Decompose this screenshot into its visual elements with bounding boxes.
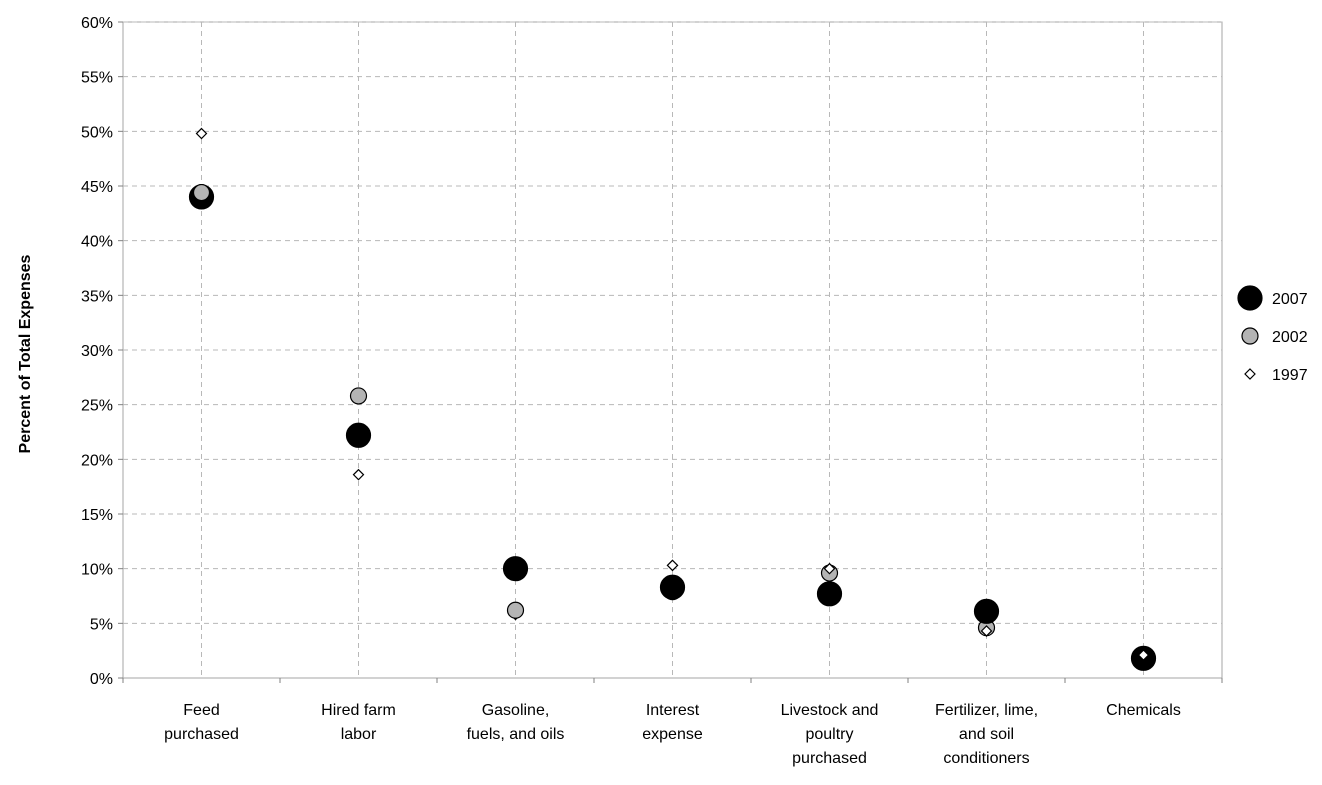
marker-layer bbox=[188, 127, 1157, 671]
y-tick-label: 15% bbox=[81, 507, 113, 524]
y-tick-label: 60% bbox=[81, 15, 113, 32]
y-tick-label: 10% bbox=[81, 562, 113, 579]
category-label: Interest expense bbox=[642, 702, 703, 743]
legend-marker-1997 bbox=[1244, 368, 1256, 380]
y-tick-label: 20% bbox=[81, 452, 113, 469]
y-tick-label: 40% bbox=[81, 234, 113, 251]
legend-marker-2007 bbox=[1237, 285, 1263, 311]
category-label: Feed purchased bbox=[164, 702, 239, 743]
data-point-2007 bbox=[816, 581, 843, 607]
category-label: Livestock and poultry purchased bbox=[781, 702, 879, 767]
data-point-1997-overlay bbox=[823, 562, 836, 575]
data-point-2002 bbox=[506, 601, 525, 619]
y-tick-label: 5% bbox=[90, 616, 113, 633]
y-axis-title: Percent of Total Expenses bbox=[17, 254, 34, 453]
y-tick-label: 45% bbox=[81, 179, 113, 196]
y-tick-label: 0% bbox=[90, 671, 113, 688]
data-point-2002 bbox=[349, 387, 368, 405]
data-point-2007 bbox=[345, 422, 372, 448]
y-tick-label: 50% bbox=[81, 124, 113, 141]
category-label: Hired farm labor bbox=[321, 702, 396, 743]
legend: 2007 2002 1997 bbox=[1237, 285, 1308, 384]
data-point-1997-overlay bbox=[666, 559, 679, 572]
data-point-1997-overlay bbox=[980, 625, 993, 637]
y-tick-label: 35% bbox=[81, 288, 113, 305]
data-point-1997 bbox=[352, 468, 365, 481]
legend-label: 2007 bbox=[1272, 291, 1308, 308]
data-point-1997 bbox=[195, 127, 208, 140]
category-label: Chemicals bbox=[1106, 702, 1181, 719]
legend-marker-2002 bbox=[1241, 327, 1259, 345]
legend-label: 1997 bbox=[1272, 367, 1308, 384]
category-label: Gasoline, fuels, and oils bbox=[467, 702, 565, 743]
data-point-1997-overlay bbox=[1137, 649, 1150, 661]
data-point-2007 bbox=[659, 574, 686, 600]
legend-label: 2002 bbox=[1272, 329, 1308, 346]
axis-layer: 0% 5% 10% 15% 20% 25% 30% 35% 40% 45% 50% 55% 60% Fee… bbox=[81, 15, 1223, 767]
data-point-2007 bbox=[973, 598, 1000, 624]
category-label: Fertilizer, lime, and soil conditioners bbox=[935, 702, 1038, 767]
data-point-2007 bbox=[502, 556, 529, 582]
y-tick-label: 30% bbox=[81, 343, 113, 360]
y-tick-label: 55% bbox=[81, 70, 113, 87]
y-tick-label: 25% bbox=[81, 398, 113, 415]
data-point-2002-overlay bbox=[192, 183, 211, 202]
